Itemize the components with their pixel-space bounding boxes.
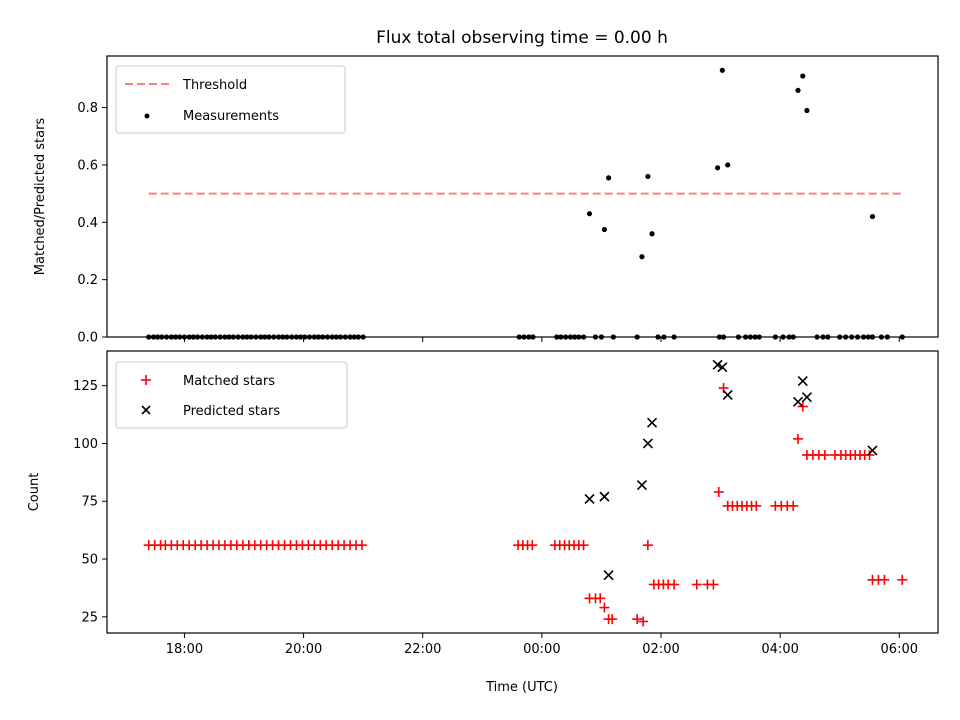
- legend-matched-label: Matched stars: [183, 374, 275, 389]
- matched-stars-point: [638, 616, 649, 627]
- bottom-x-tick-label: 04:00: [761, 642, 798, 657]
- predicted-stars-point: [642, 438, 653, 449]
- matched-stars-point: [356, 540, 367, 551]
- predicted-stars-point: [599, 491, 610, 502]
- measurement-point: [795, 87, 801, 94]
- matched-stars-point: [897, 574, 908, 585]
- measurement-point: [719, 67, 725, 73]
- bottom-x-tick-label: 06:00: [881, 642, 918, 657]
- predicted-stars-point: [646, 417, 658, 428]
- matched-stars-point: [527, 540, 538, 551]
- matched-stars-point: [632, 614, 643, 625]
- top-y-tick-label: 0.2: [77, 273, 98, 288]
- measurement-point: [800, 73, 806, 79]
- x-axis-label: Time (UTC): [485, 680, 558, 695]
- predicted-stars-point: [722, 389, 733, 400]
- bottom-y-tick-label: 125: [73, 379, 98, 394]
- legend-predicted-swatch: [141, 405, 151, 415]
- predicted-stars-point: [584, 493, 595, 505]
- measurement-point: [645, 173, 651, 180]
- measurement-point: [725, 162, 731, 168]
- top-legend: Threshold Measurements: [115, 65, 346, 134]
- matched-stars-point: [879, 574, 890, 585]
- legend-measurements-swatch: [144, 113, 150, 119]
- bottom-axes-frame: [106, 350, 939, 634]
- bottom-y-tick-label: 25: [81, 610, 98, 625]
- matched-stars-point: [595, 593, 606, 604]
- top-legend-box: [115, 65, 346, 134]
- bottom-y-tick-label: 50: [81, 553, 98, 568]
- matched-stars-point: [788, 500, 799, 511]
- bottom-x-tick-label: 18:00: [166, 642, 203, 657]
- bottom-x-tick-label: 20:00: [285, 642, 322, 657]
- predicted-stars-point: [867, 445, 878, 456]
- predicted-stars-point: [603, 570, 614, 581]
- bottom-marks: [143, 359, 908, 627]
- predicted-stars-point: [801, 392, 813, 403]
- matched-stars-point: [819, 450, 830, 461]
- legend-matched-swatch: [141, 375, 151, 385]
- top-y-tick-label: 0.0: [77, 331, 98, 346]
- legend-predicted-label: Predicted stars: [183, 404, 280, 419]
- bottom-x-tick-label: 02:00: [642, 642, 679, 657]
- measurement-point: [639, 254, 645, 260]
- predicted-stars-point: [797, 375, 808, 387]
- top-axes: 0.0 0.2 0.4 0.6 0.8: [77, 101, 900, 346]
- predicted-stars-point: [792, 396, 804, 407]
- top-axes-frame: [106, 55, 939, 338]
- bottom-x-tick-label: 22:00: [404, 642, 441, 657]
- legend-threshold-label: Threshold: [182, 78, 247, 93]
- matched-stars-point: [642, 540, 653, 551]
- predicted-stars-point: [717, 362, 728, 373]
- bottom-y-tick-label: 100: [73, 437, 98, 452]
- measurement-point: [601, 226, 608, 233]
- legend-measurements-label: Measurements: [183, 109, 279, 124]
- matched-stars-point: [797, 401, 808, 412]
- matched-stars-point: [691, 579, 702, 590]
- top-y-axis-label: Matched/Predicted stars: [33, 118, 48, 276]
- top-y-tick-label: 0.4: [77, 216, 98, 231]
- measurement-point: [714, 165, 721, 171]
- matched-stars-point: [708, 579, 719, 590]
- matched-stars-point: [864, 450, 875, 461]
- matched-stars-point: [578, 540, 589, 551]
- matched-stars-point: [669, 579, 680, 590]
- bottom-y-axis-label: Count: [27, 473, 42, 512]
- measurement-point: [586, 211, 593, 217]
- matched-stars-point: [607, 614, 618, 625]
- measurement-point: [649, 231, 655, 237]
- chart-title: Flux total observing time = 0.00 h: [376, 28, 668, 48]
- panel-bottom: 18:00 20:00 22:00 00:00 02:00 04:00 06:00 25 50 7…: [27, 350, 939, 695]
- bottom-x-tick-label: 00:00: [523, 642, 560, 657]
- bottom-axes: 18:00 20:00 22:00 00:00 02:00 04:00 06:00 25 50 7…: [73, 379, 918, 657]
- measurement-point: [869, 213, 876, 220]
- matched-stars-point: [599, 602, 610, 613]
- matched-stars-point: [751, 500, 762, 511]
- bottom-y-tick-label: 75: [81, 495, 98, 510]
- predicted-stars-point: [636, 479, 648, 491]
- bottom-legend: Matched stars Predicted stars: [115, 361, 348, 429]
- measurement-point: [605, 175, 612, 181]
- top-y-tick-label: 0.8: [77, 101, 98, 116]
- top-y-tick-label: 0.6: [77, 158, 98, 173]
- bottom-legend-box: [115, 361, 348, 429]
- measurement-point: [804, 107, 810, 114]
- matched-stars-point: [713, 487, 724, 497]
- matched-stars-point: [793, 433, 804, 444]
- panel-top: 0.00.20.40.60.8 Matched/Predicted stars …: [33, 55, 939, 346]
